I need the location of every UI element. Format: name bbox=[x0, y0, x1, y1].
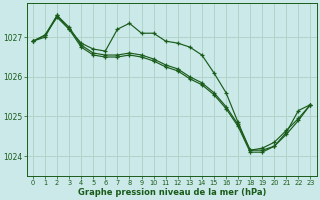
X-axis label: Graphe pression niveau de la mer (hPa): Graphe pression niveau de la mer (hPa) bbox=[77, 188, 266, 197]
